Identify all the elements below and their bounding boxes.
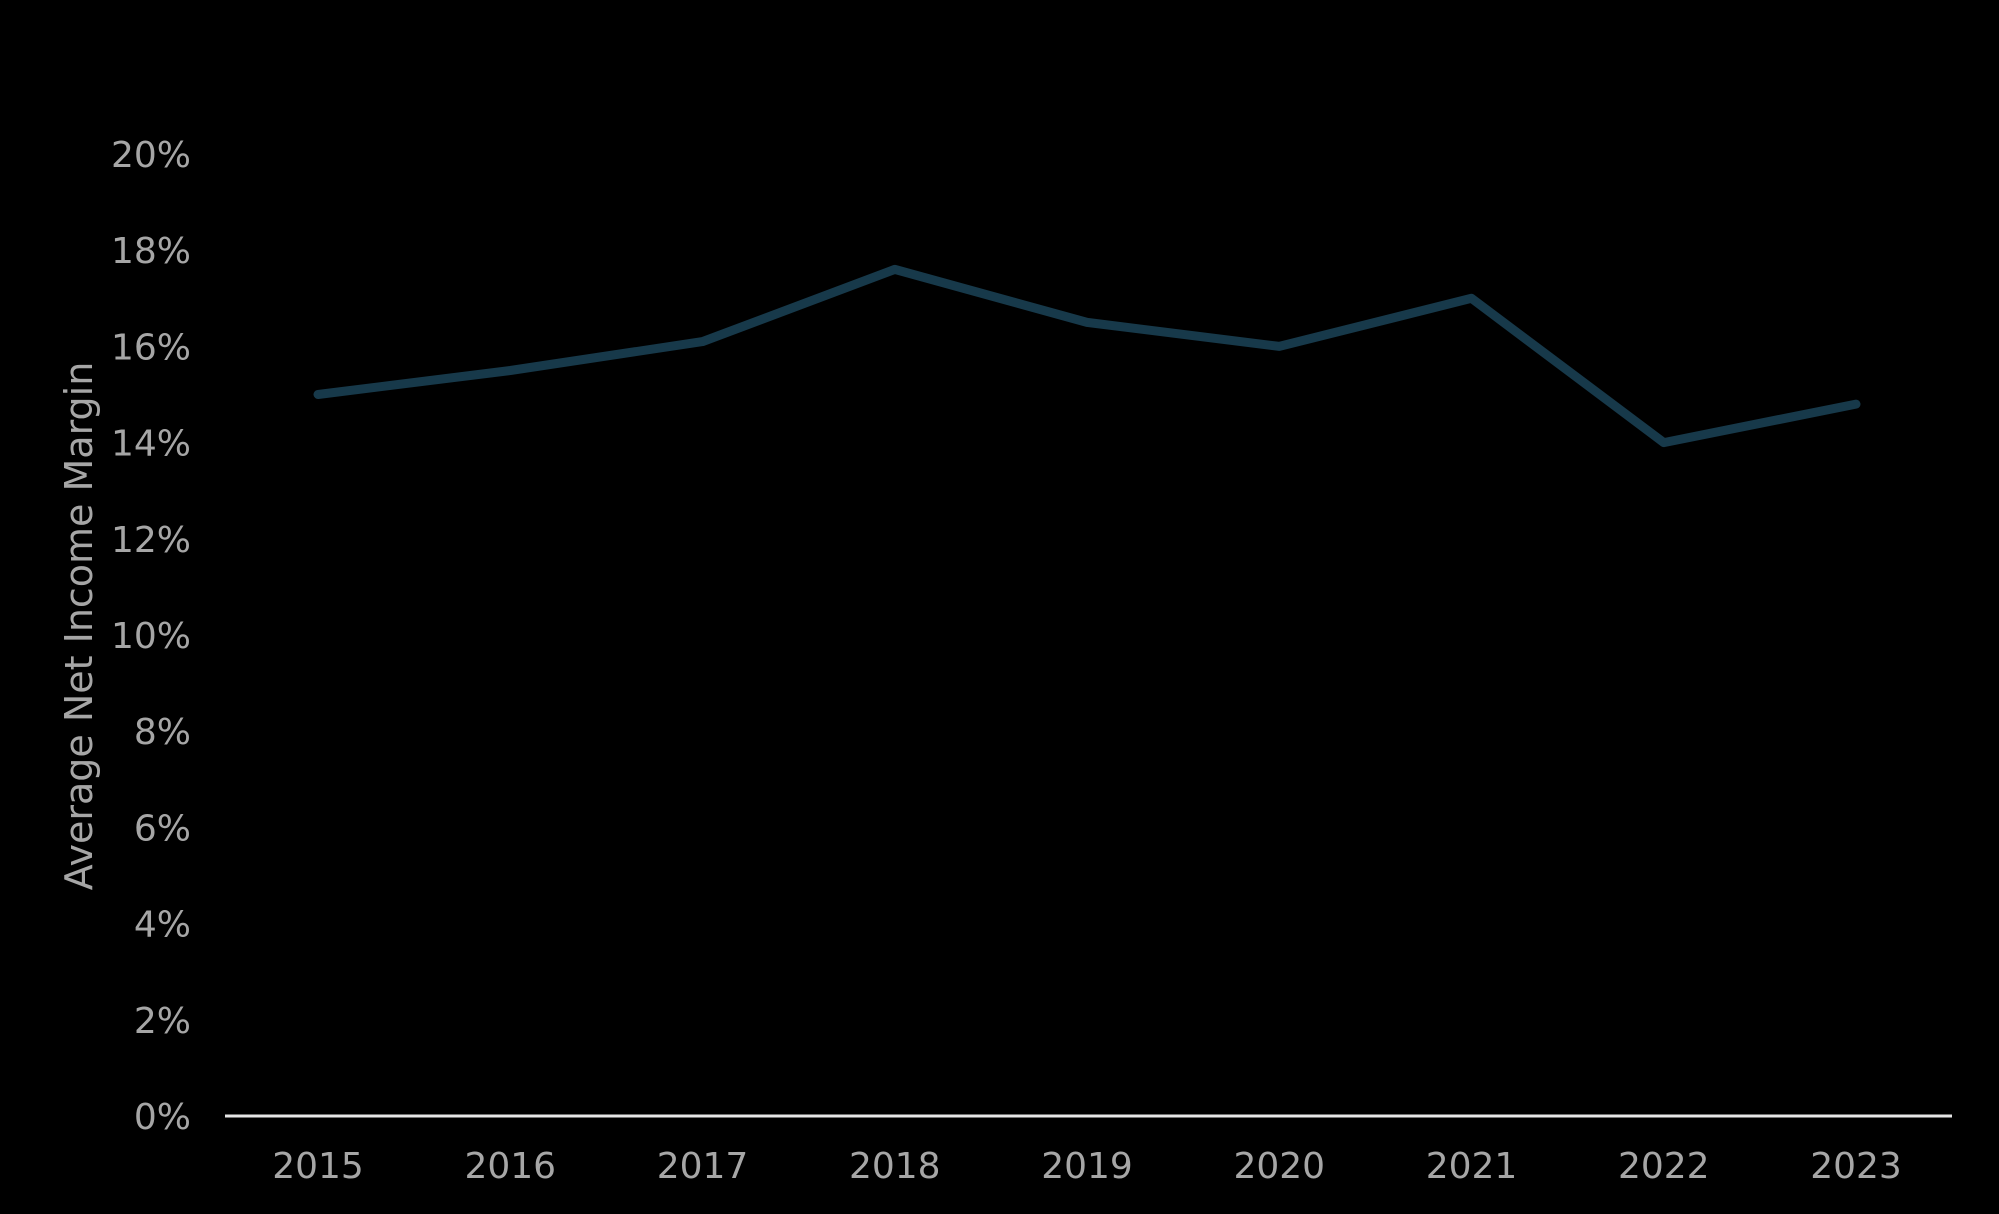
series-line-net-income-margin (313, 264, 1861, 448)
x-tick-label: 2017 (657, 1146, 749, 1187)
x-tick-label: 2019 (1041, 1146, 1133, 1187)
y-tick-label: 16% (111, 327, 191, 368)
y-tick-label: 0% (134, 1097, 191, 1138)
x-tick-label: 2021 (1426, 1146, 1518, 1187)
y-tick-label: 18% (111, 231, 191, 272)
x-tick-label: 2015 (272, 1146, 364, 1187)
x-tick-label: 2023 (1810, 1146, 1902, 1187)
y-tick-label: 14% (111, 424, 191, 465)
y-axis-title: Average Net Income Margin (57, 362, 101, 891)
x-tick-label: 2016 (464, 1146, 556, 1187)
y-tick-label: 12% (111, 520, 191, 561)
y-tick-label: 2% (134, 1001, 191, 1042)
y-tick-label: 4% (134, 905, 191, 946)
x-tick-labels: 2015 2016 2017 2018 2019 2020 2021 2022 2023 (272, 1146, 1902, 1187)
y-tick-label: 8% (134, 712, 191, 753)
y-tick-label: 20% (111, 135, 191, 176)
y-tick-label: 10% (111, 616, 191, 657)
x-tick-label: 2020 (1233, 1146, 1325, 1187)
x-tick-label: 2022 (1618, 1146, 1710, 1187)
x-tick-label: 2018 (849, 1146, 941, 1187)
y-tick-label: 6% (134, 808, 191, 849)
y-tick-labels: 0% 2% 4% 6% 8% 10% 12% 14% 16% 18% 20% (111, 135, 191, 1138)
